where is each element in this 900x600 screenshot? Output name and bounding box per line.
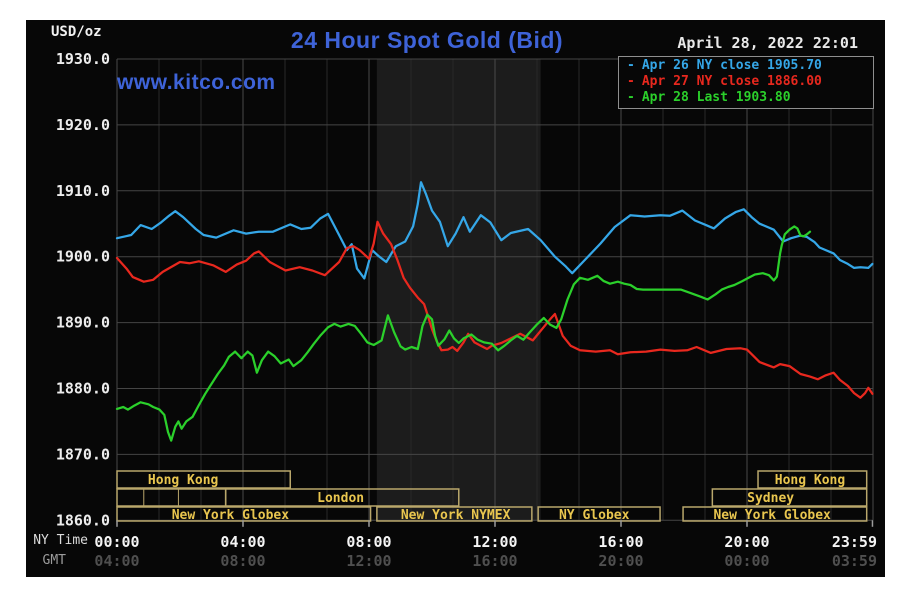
gmt-tick-label: 00:00	[724, 552, 769, 570]
session-label: New York Globex	[713, 508, 831, 523]
legend-item-label: Apr 26 NY close 1905.70	[641, 58, 822, 73]
legend-item-apr27: - Apr 27 NY close 1886.00	[627, 74, 873, 90]
ny-time-tick-label: 04:00	[220, 533, 265, 551]
y-axis-tick-label: 1910.0	[56, 182, 110, 200]
session-label: Hong Kong	[775, 473, 845, 488]
session-box	[116, 470, 291, 489]
price-series-apr28	[115, 225, 812, 442]
y-axis-tick-label: 1920.0	[56, 116, 110, 134]
session-label: New York Globex	[172, 508, 290, 523]
session-box	[376, 506, 533, 522]
session-box	[116, 506, 372, 522]
y-axis-tick-label: 1930.0	[56, 50, 110, 68]
legend-item-apr26: - Apr 26 NY close 1905.70	[627, 58, 873, 74]
price-series-apr26	[115, 181, 874, 280]
y-axis-tick-label: 1870.0	[56, 445, 110, 463]
page-title: 24 Hour Spot Gold (Bid)	[290, 27, 564, 53]
gmt-tick-label: 16:00	[472, 552, 517, 570]
y-axis-tick-label: 1900.0	[56, 248, 110, 266]
ny-time-tick-label: 12:00	[472, 533, 517, 551]
gmt-tick-label: 08:00	[220, 552, 265, 570]
session-box	[682, 506, 868, 522]
y-axis-unit-label: USD/oz	[51, 24, 102, 40]
gmt-tick-label: 03:59	[832, 552, 877, 570]
ny-time-tick-label: 20:00	[724, 533, 769, 551]
ny-time-tick-label: 00:00	[94, 533, 139, 551]
session-label: London	[317, 491, 364, 506]
session-box	[224, 488, 460, 507]
legend-item-label: Apr 27 NY close 1886.00	[641, 74, 822, 89]
legend-line-sample-red: -	[627, 74, 635, 89]
session-label: NY Globex	[559, 508, 630, 523]
shaded-session-band	[376, 59, 541, 521]
legend: - Apr 26 NY close 1905.70 - Apr 27 NY cl…	[618, 56, 874, 109]
kitco-watermark-link[interactable]: www.kitco.com	[117, 71, 276, 94]
session-box	[757, 470, 868, 489]
gmt-tick-label: 12:00	[346, 552, 391, 570]
legend-item-label: Apr 28 Last 1903.80	[641, 90, 791, 105]
legend-line-sample-green: -	[627, 90, 635, 105]
session-label: Sydney	[747, 491, 794, 506]
ny-time-axis-label: NY Time	[33, 533, 88, 548]
legend-item-apr28: - Apr 28 Last 1903.80	[627, 90, 873, 106]
price-series-apr27	[115, 220, 874, 399]
session-label: New York NYMEX	[401, 508, 511, 523]
y-axis-tick-label: 1880.0	[56, 380, 110, 398]
y-axis-tick-label: 1890.0	[56, 314, 110, 332]
chart-datetime: April 28, 2022 22:01	[677, 34, 858, 52]
ny-time-tick-label: 08:00	[346, 533, 391, 551]
gmt-axis-label: GMT	[42, 553, 66, 568]
ny-time-tick-label: 23:59	[832, 533, 877, 551]
session-box	[537, 506, 661, 522]
session-label: Hong Kong	[148, 473, 218, 488]
gmt-tick-label: 04:00	[94, 552, 139, 570]
gmt-tick-label: 20:00	[598, 552, 643, 570]
session-box	[711, 488, 868, 507]
ny-time-tick-label: 16:00	[598, 533, 643, 551]
y-axis-tick-label: 1860.0	[56, 511, 110, 529]
legend-line-sample-blue: -	[627, 58, 635, 73]
